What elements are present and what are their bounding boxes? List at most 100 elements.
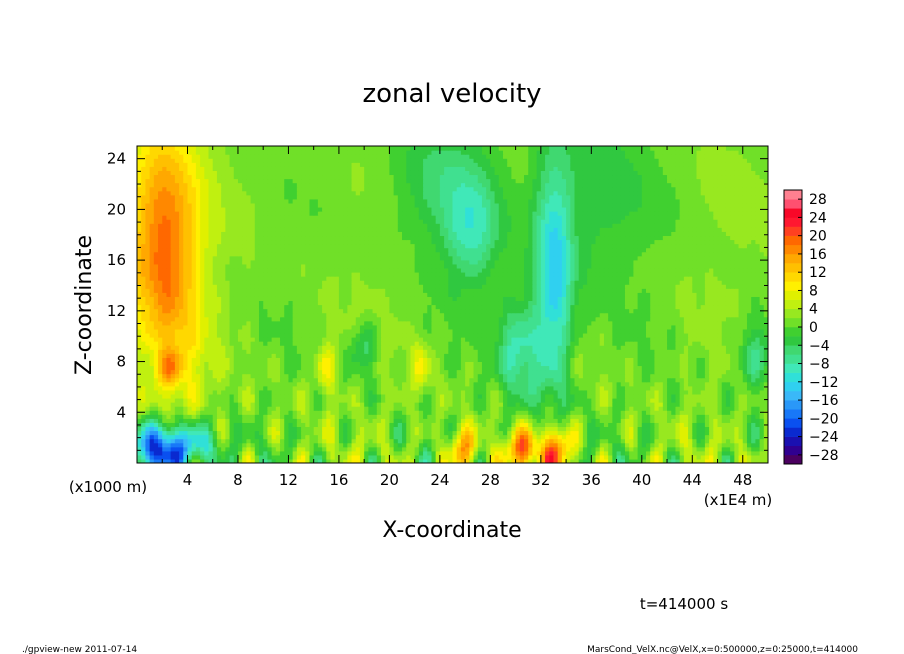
heat-cell (309, 442, 315, 448)
heat-cell (746, 393, 752, 399)
heat-cell (368, 369, 374, 375)
heat-cell (759, 438, 765, 444)
heat-cell (284, 389, 290, 395)
heat-cell (162, 434, 168, 440)
heat-cell (448, 422, 454, 428)
heat-cell (250, 410, 256, 415)
heat-cell (334, 332, 340, 338)
heat-cell (229, 377, 235, 383)
heat-cell (263, 381, 269, 387)
heat-cell (246, 381, 252, 387)
heat-cell (709, 353, 714, 358)
heat-cell (153, 349, 159, 354)
heat-cell (263, 414, 269, 419)
heat-cell (688, 458, 693, 463)
heat-cell (654, 418, 660, 423)
heat-cell (667, 353, 672, 358)
heat-cell (654, 442, 660, 448)
heat-cell (195, 369, 201, 375)
heat-cell (671, 328, 677, 334)
heat-cell (759, 373, 765, 379)
heat-cell (608, 357, 613, 362)
heat-cell (427, 430, 433, 436)
heat-cell (528, 442, 534, 448)
heat-cell (654, 357, 660, 362)
heat-cell (507, 422, 512, 428)
heat-cell (355, 369, 361, 375)
heat-cell (591, 397, 597, 403)
heat-cell (158, 337, 163, 342)
heat-cell (641, 373, 647, 379)
heat-cell (725, 357, 731, 362)
heat-cell (545, 414, 550, 419)
heat-cell (688, 353, 693, 358)
heat-cell (288, 410, 294, 415)
heat-cell (380, 426, 386, 432)
heat-cell (624, 345, 630, 350)
heat-cell (292, 337, 298, 342)
heat-cell (364, 377, 369, 383)
heat-cell (225, 434, 231, 440)
heat-cell (250, 422, 256, 428)
heat-cell (730, 345, 735, 350)
heat-cell (397, 397, 403, 403)
heat-cell (393, 393, 399, 399)
heat-cell (641, 369, 647, 375)
heat-cell (465, 341, 470, 346)
heat-cell (351, 361, 357, 367)
heat-cell (208, 373, 214, 379)
heat-cell (721, 369, 727, 375)
heat-cell (637, 328, 643, 334)
heat-cell (742, 426, 748, 432)
heat-cell (296, 422, 302, 428)
heat-cell (402, 385, 407, 391)
heat-cell (486, 438, 491, 444)
heat-cell (603, 365, 609, 371)
heat-cell (519, 430, 525, 436)
heat-cell (545, 434, 550, 440)
heat-cell (624, 458, 630, 463)
heat-cell (145, 337, 151, 342)
heat-cell (149, 332, 155, 338)
heat-cell (608, 349, 613, 354)
heat-cell (137, 406, 142, 411)
heat-cell (267, 442, 273, 448)
heat-cell (704, 450, 710, 456)
heat-cell (351, 377, 357, 383)
heat-cell (570, 430, 576, 436)
heat-cell (153, 369, 159, 375)
heat-cell (469, 430, 475, 436)
heat-cell (439, 450, 445, 456)
heat-cell (326, 458, 332, 463)
heat-cell (334, 438, 340, 444)
heat-cell (317, 373, 323, 379)
heat-cell (679, 430, 685, 436)
heat-cell (730, 450, 735, 456)
heat-cell (557, 393, 563, 399)
heat-cell (280, 337, 285, 342)
heat-cell (704, 406, 710, 411)
heat-cell (250, 353, 256, 358)
heat-cell (187, 381, 193, 387)
heat-cell (343, 385, 348, 391)
heat-cell (460, 406, 466, 411)
heat-cell (498, 328, 504, 334)
heat-cell (549, 438, 555, 444)
heat-cell (629, 385, 634, 391)
heat-cell (439, 458, 445, 463)
heat-cell (734, 328, 740, 334)
heat-cell (721, 337, 727, 342)
heat-cell (704, 414, 710, 419)
heat-cell (389, 442, 395, 448)
heat-cell (423, 442, 428, 448)
heat-cell (763, 454, 768, 460)
heat-cell (553, 450, 559, 456)
heat-cell (208, 446, 214, 452)
heat-cell (473, 357, 479, 362)
heat-cell (725, 349, 731, 354)
heat-cell (301, 410, 306, 415)
heat-cell (242, 438, 247, 444)
heat-cell (414, 393, 420, 399)
heat-cell (284, 361, 290, 367)
heat-cell (599, 434, 605, 440)
